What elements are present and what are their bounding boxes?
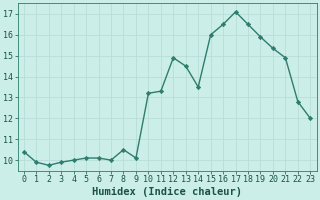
X-axis label: Humidex (Indice chaleur): Humidex (Indice chaleur) [92,186,242,197]
